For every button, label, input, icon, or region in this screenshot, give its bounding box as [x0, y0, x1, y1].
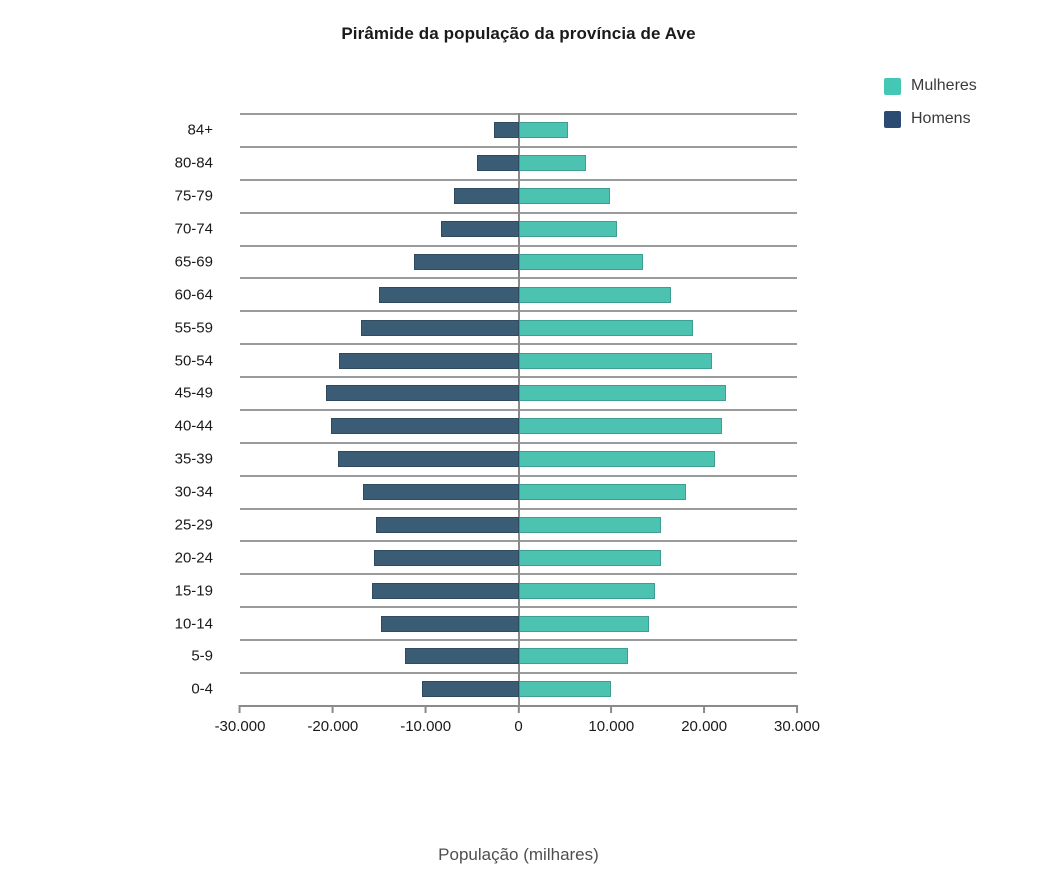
homens-bar [413, 253, 519, 270]
legend-label-homens: Homens [911, 110, 971, 127]
homens-bar [494, 122, 519, 139]
y-axis-label: 50-54 [174, 352, 213, 370]
y-axis-label: 10-14 [174, 615, 213, 633]
x-tick: 20.000 [681, 705, 727, 735]
tick-mark [331, 705, 334, 713]
x-axis: -30.000 -20.000 -10.000 0 10.000 20.000 [215, 705, 820, 751]
y-axis-label: 35-39 [174, 450, 213, 468]
tick-mark [610, 705, 613, 713]
homens-bar [339, 352, 519, 369]
x-tick: 0 [514, 705, 523, 735]
y-axis-label: 84+ [187, 121, 213, 139]
x-tick: -10.000 [400, 705, 451, 735]
homens-bar [330, 418, 519, 435]
homens-bar [362, 484, 519, 501]
legend-label-mulheres: Mulheres [911, 77, 977, 94]
mulheres-bar [518, 352, 712, 369]
x-tick-label: -30.000 [214, 718, 266, 735]
tick-mark [239, 705, 241, 713]
mulheres-bar [518, 319, 694, 336]
y-axis-label: 15-19 [174, 582, 213, 600]
x-tick-label: -20.000 [307, 718, 359, 735]
homens-bar [421, 681, 519, 698]
mulheres-bar [518, 549, 662, 566]
homens-bar [379, 286, 519, 303]
y-axis-label: 70-74 [174, 220, 213, 238]
plot-area: 84+ 80-84 75-79 70-74 65-69 60-64 [175, 113, 820, 735]
mulheres-bar [518, 253, 643, 270]
homens-bar [453, 188, 519, 205]
y-axis-label: 80-84 [174, 154, 213, 172]
mulheres-bar [518, 484, 686, 501]
tick-mark [424, 705, 427, 713]
x-tick: -20.000 [307, 705, 358, 735]
x-tick-label: 30.000 [774, 718, 820, 735]
y-axis-label: 65-69 [174, 253, 213, 271]
mulheres-bar [518, 615, 650, 632]
y-axis-label: 40-44 [174, 417, 213, 435]
x-tick: 10.000 [588, 705, 634, 735]
homens-bar [371, 582, 519, 599]
homens-bar [381, 615, 519, 632]
mulheres-bar [518, 418, 722, 435]
mulheres-bar [518, 648, 629, 665]
x-axis-title: População (milhares) [438, 845, 599, 864]
mulheres-bar [518, 516, 661, 533]
x-tick-label: 10.000 [588, 718, 635, 735]
mulheres-bar [518, 155, 587, 172]
homens-bar [476, 155, 519, 172]
legend-item-homens[interactable]: Homens [884, 110, 977, 128]
homens-swatch-icon [884, 110, 901, 128]
tick-mark [517, 705, 520, 713]
homens-bar [326, 385, 519, 402]
y-axis-label: 55-59 [174, 319, 213, 337]
x-tick: -30.000 [214, 705, 266, 735]
mulheres-bar [518, 286, 671, 303]
mulheres-bar [518, 451, 716, 468]
mulheres-swatch-icon [884, 77, 901, 95]
homens-bar [373, 549, 519, 566]
homens-bar [338, 451, 519, 468]
y-axis-label: 20-24 [174, 549, 213, 567]
mulheres-bar [518, 221, 617, 238]
y-axis-label: 75-79 [174, 187, 213, 205]
y-axis-label: 25-29 [174, 516, 213, 534]
homens-bar [376, 516, 519, 533]
x-tick: 30.000 [774, 705, 820, 735]
y-axis-label: 5-9 [191, 647, 213, 665]
mulheres-bar [518, 582, 655, 599]
mulheres-bar [518, 681, 612, 698]
legend-item-mulheres[interactable]: Mulheres [884, 77, 977, 95]
x-tick-label: 0 [514, 718, 523, 735]
homens-bar [405, 648, 519, 665]
zero-axis-line [517, 113, 520, 705]
legend: Mulheres Homens [884, 77, 977, 128]
y-axis-label: 0-4 [191, 680, 213, 698]
x-tick-label: 20.000 [681, 718, 728, 735]
y-axis-label: 60-64 [174, 286, 213, 304]
homens-bar [360, 319, 519, 336]
mulheres-bar [518, 122, 568, 139]
homens-bar [440, 221, 519, 238]
y-axis-label: 30-34 [174, 483, 213, 501]
tick-mark [703, 705, 706, 713]
mulheres-bar [518, 385, 727, 402]
mulheres-bar [518, 188, 611, 205]
chart-title: Pirâmide da população da província de Av… [341, 24, 696, 43]
x-tick-label: -10.000 [400, 718, 452, 735]
tick-mark [795, 705, 798, 713]
y-axis-label: 45-49 [174, 384, 213, 402]
